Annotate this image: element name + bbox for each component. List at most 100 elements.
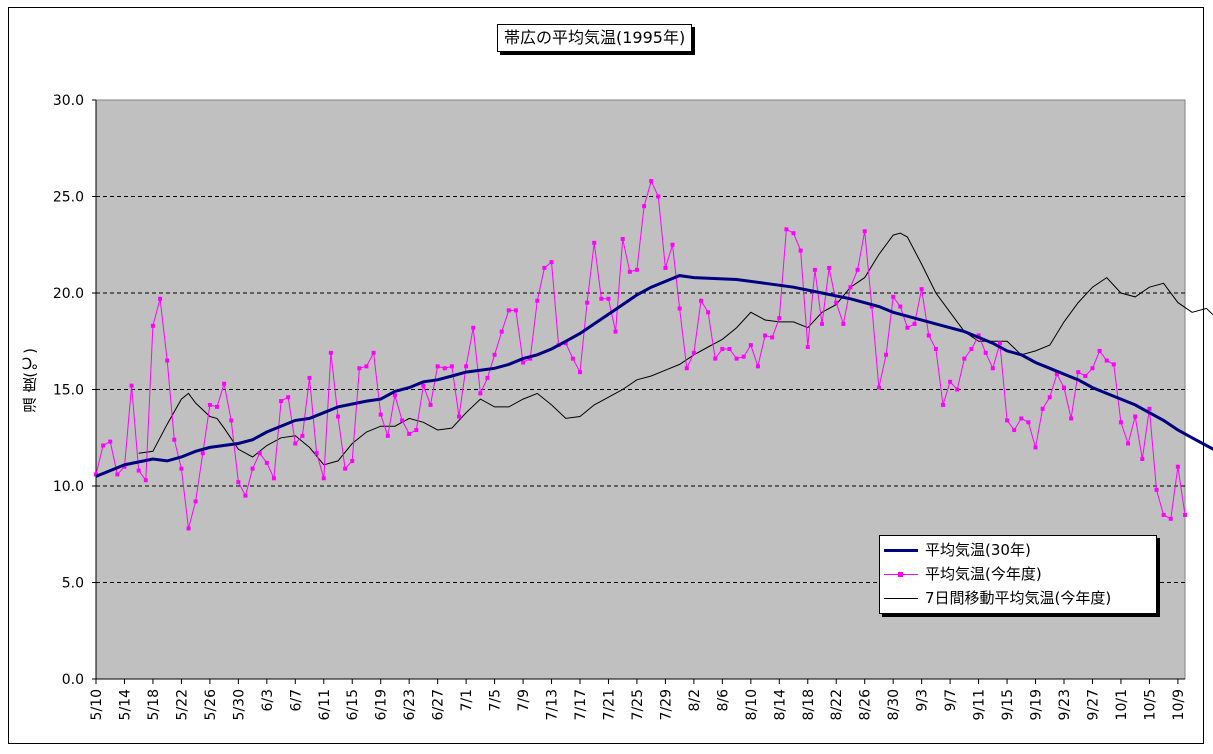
daily-point <box>1111 362 1116 367</box>
daily-point <box>499 329 504 334</box>
daily-point <box>385 433 390 438</box>
x-tick-label: 8/6 <box>715 689 731 712</box>
x-tick-label: 6/3 <box>260 689 276 712</box>
x-tick-label: 8/18 <box>801 689 817 720</box>
daily-point <box>485 375 490 380</box>
daily-point <box>905 325 910 330</box>
legend-label-daily: 平均気温(今年度) <box>925 565 1042 583</box>
daily-point <box>492 352 497 357</box>
daily-point <box>898 304 903 309</box>
daily-point <box>115 472 120 477</box>
x-tick-label: 7/21 <box>601 689 617 720</box>
daily-point <box>1012 428 1017 433</box>
daily-point <box>158 296 163 301</box>
x-tick-label: 6/15 <box>345 689 361 720</box>
daily-point <box>805 345 810 350</box>
daily-point <box>1168 516 1173 521</box>
daily-point <box>143 478 148 483</box>
daily-point <box>884 352 889 357</box>
x-tick-label: 7/25 <box>630 689 646 720</box>
daily-point <box>1154 487 1159 492</box>
daily-point <box>713 356 718 361</box>
daily-point <box>1126 441 1131 446</box>
daily-point <box>727 346 732 351</box>
daily-point <box>378 412 383 417</box>
legend: 平均気温(30年) 平均気温(今年度) 7日間移動平均気温(今年度) <box>879 535 1157 614</box>
daily-point <box>314 451 319 456</box>
x-tick-label: 6/23 <box>402 689 418 720</box>
daily-point <box>428 402 433 407</box>
daily-point <box>343 466 348 471</box>
x-tick-label: 7/9 <box>516 689 532 712</box>
legend-item-moving: 7日間移動平均気温(今年度) <box>880 587 1156 609</box>
x-tick-label: 5/10 <box>89 689 105 720</box>
daily-point <box>969 346 974 351</box>
daily-point <box>862 229 867 234</box>
x-tick-label: 7/5 <box>488 689 504 712</box>
daily-point <box>186 526 191 531</box>
daily-point <box>876 385 881 390</box>
daily-point <box>264 460 269 465</box>
daily-point <box>407 431 412 436</box>
daily-point <box>948 379 953 384</box>
daily-point <box>336 414 340 419</box>
daily-point <box>926 333 931 338</box>
daily-point <box>94 472 98 477</box>
daily-point <box>521 360 526 365</box>
legend-swatch-normal <box>884 549 918 552</box>
daily-point <box>129 383 134 388</box>
daily-point <box>706 310 711 315</box>
daily-point <box>1047 395 1052 400</box>
daily-point <box>720 346 725 351</box>
daily-point <box>122 464 127 469</box>
daily-point <box>1040 406 1045 411</box>
daily-point <box>1097 348 1102 353</box>
x-tick-label: 6/19 <box>374 689 390 720</box>
daily-point <box>293 441 298 446</box>
daily-point <box>535 298 540 303</box>
daily-point <box>1140 456 1145 461</box>
daily-point <box>1104 358 1109 363</box>
daily-point <box>1183 512 1187 517</box>
daily-point <box>300 433 305 438</box>
x-tick-label: 5/22 <box>174 689 190 720</box>
series-layer <box>94 179 1213 531</box>
daily-point <box>150 323 155 328</box>
y-axis-ticks: 0.0 5.0 10.0 15.0 20.0 25.0 30.0 <box>53 93 1185 688</box>
daily-point <box>670 242 675 247</box>
series-line-normal <box>95 274 1213 478</box>
daily-point <box>136 468 141 473</box>
daily-point <box>449 364 454 369</box>
x-tick-label: 9/23 <box>1057 689 1073 720</box>
daily-point <box>371 350 376 355</box>
daily-point <box>1019 416 1024 421</box>
x-tick-label: 8/26 <box>858 689 874 721</box>
x-tick-label: 9/19 <box>1029 689 1045 720</box>
daily-point <box>620 236 625 241</box>
daily-point <box>549 260 554 265</box>
daily-point <box>1062 385 1066 390</box>
x-tick-label: 7/1 <box>459 689 475 712</box>
daily-point <box>955 387 960 392</box>
daily-point <box>770 335 775 340</box>
legend-marker-daily <box>898 572 903 577</box>
daily-point <box>933 346 938 351</box>
daily-point <box>606 296 611 301</box>
y-tick-label: 10.0 <box>53 479 84 495</box>
daily-point <box>400 418 405 423</box>
daily-point <box>1076 370 1081 375</box>
daily-point <box>357 366 362 371</box>
x-tick-label: 9/27 <box>1085 689 1101 720</box>
x-tick-label: 8/30 <box>886 689 902 720</box>
daily-point <box>827 265 832 270</box>
legend-label-normal: 平均気温(30年) <box>925 541 1031 559</box>
daily-point <box>1033 445 1038 450</box>
x-tick-label: 9/11 <box>972 689 988 720</box>
y-tick-label: 20.0 <box>53 286 84 302</box>
daily-point <box>656 194 661 199</box>
daily-point <box>563 341 568 346</box>
daily-point <box>820 321 824 326</box>
daily-point <box>542 265 547 270</box>
daily-point <box>1083 373 1088 378</box>
